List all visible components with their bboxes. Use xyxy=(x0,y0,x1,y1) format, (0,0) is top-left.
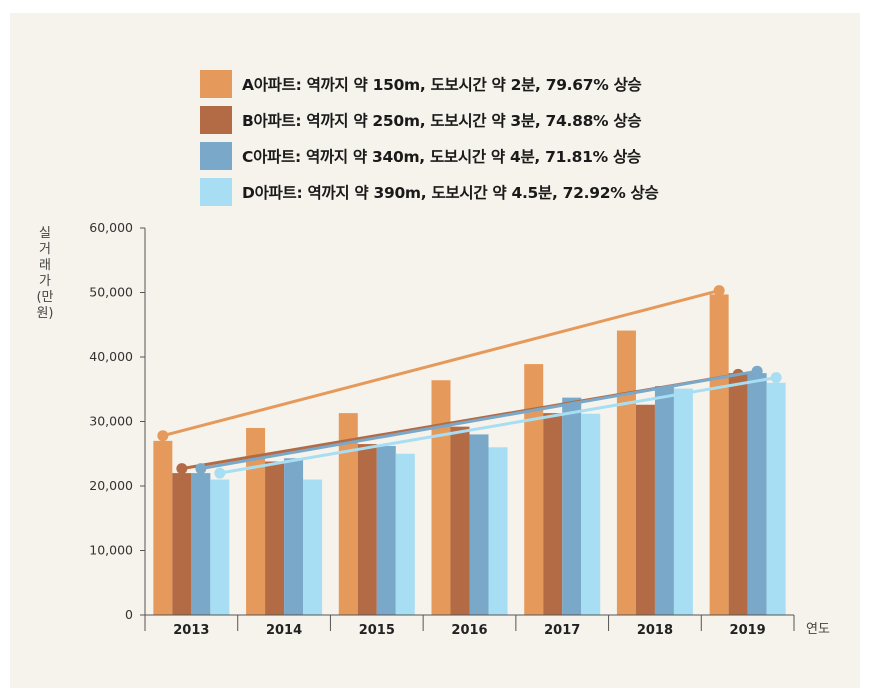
legend-item-d: D아파트: 역까지 약 390m, 도보시간 약 4.5분, 72.92% 상승 xyxy=(200,174,659,210)
legend-label-a: A아파트: 역까지 약 150m, 도보시간 약 2분, 79.67% 상승 xyxy=(242,76,642,94)
y-tick-label: 10,000 xyxy=(89,543,133,558)
bar-c-2015 xyxy=(376,446,396,615)
legend-swatch-d xyxy=(200,178,232,206)
bar-a-2017 xyxy=(524,364,544,615)
legend-swatch-b xyxy=(200,106,232,134)
bar-d-2018 xyxy=(673,388,693,615)
bar-d-2013 xyxy=(210,479,230,615)
bar-c-2016 xyxy=(469,434,489,615)
trendline-end-d xyxy=(770,372,782,384)
bar-a-2018 xyxy=(616,330,636,615)
bar-a-2013 xyxy=(153,440,173,615)
legend-swatch-a xyxy=(200,70,232,98)
legend-item-c: C아파트: 역까지 약 340m, 도보시간 약 4분, 71.81% 상승 xyxy=(200,138,658,174)
bar-c-2017 xyxy=(562,397,582,615)
legend-item-a: A아파트: 역까지 약 150m, 도보시간 약 2분, 79.67% 상승 xyxy=(200,66,658,102)
x-tick-label: 2019 xyxy=(730,623,766,638)
bar-b-2013 xyxy=(172,473,192,615)
y-tick-label: 60,000 xyxy=(89,220,133,235)
legend-swatch-c xyxy=(200,142,232,170)
bar-d-2016 xyxy=(488,447,508,615)
bar-a-2019 xyxy=(709,294,729,615)
bar-c-2013 xyxy=(191,473,211,615)
bar-c-2014 xyxy=(284,458,304,615)
x-tick-label: 2017 xyxy=(544,623,580,638)
y-tick-label: 20,000 xyxy=(89,478,133,493)
bar-c-2018 xyxy=(654,386,674,615)
bar-a-2014 xyxy=(246,427,266,615)
legend-item-b: B아파트: 역까지 약 250m, 도보시간 약 3분, 74.88% 상승 xyxy=(200,102,658,138)
y-axis-label: 실거래가(만원) xyxy=(36,226,54,321)
x-tick-label: 2016 xyxy=(451,623,487,638)
trendline-a xyxy=(162,289,720,438)
trendline-start-b xyxy=(176,463,188,475)
x-tick-label: 2018 xyxy=(637,623,673,638)
x-tick-label: 2014 xyxy=(266,623,302,638)
y-tick-label: 50,000 xyxy=(89,285,133,300)
bar-d-2019 xyxy=(766,382,786,615)
x-tick-label: 2013 xyxy=(173,623,209,638)
x-axis-label: 연도 xyxy=(806,622,830,637)
bar-b-2019 xyxy=(728,373,748,615)
bar-a-2016 xyxy=(431,380,451,615)
bar-c-2019 xyxy=(747,373,767,615)
trendline-start-d xyxy=(214,467,226,479)
bar-b-2016 xyxy=(450,426,470,615)
trendline-end-c xyxy=(751,365,763,377)
bar-d-2015 xyxy=(395,453,415,615)
trendline-c xyxy=(200,369,758,471)
bar-b-2017 xyxy=(543,413,563,615)
legend-label-d: D아파트: 역까지 약 390m, 도보시간 약 4.5분, 72.92% 상승 xyxy=(242,184,659,202)
y-tick-label: 40,000 xyxy=(89,349,133,364)
bar-b-2014 xyxy=(265,461,285,615)
trendline-start-c xyxy=(195,463,207,475)
y-tick-label: 30,000 xyxy=(89,414,133,429)
y-tick-label: 0 xyxy=(125,607,133,622)
legend: A아파트: 역까지 약 150m, 도보시간 약 2분, 79.67% 상승 B… xyxy=(200,66,659,210)
bar-d-2014 xyxy=(303,479,323,615)
legend-label-b: B아파트: 역까지 약 250m, 도보시간 약 3분, 74.88% 상승 xyxy=(242,112,642,130)
bar-b-2015 xyxy=(357,444,377,615)
trendline-start-a xyxy=(157,430,169,442)
x-tick-label: 2015 xyxy=(359,623,395,638)
trendline-d xyxy=(219,376,777,475)
bar-a-2015 xyxy=(338,413,358,615)
bar-b-2018 xyxy=(635,404,655,615)
bar-d-2017 xyxy=(581,413,601,615)
legend-label-c: C아파트: 역까지 약 340m, 도보시간 약 4분, 71.81% 상승 xyxy=(242,148,641,166)
trendline-end-a xyxy=(713,285,725,297)
